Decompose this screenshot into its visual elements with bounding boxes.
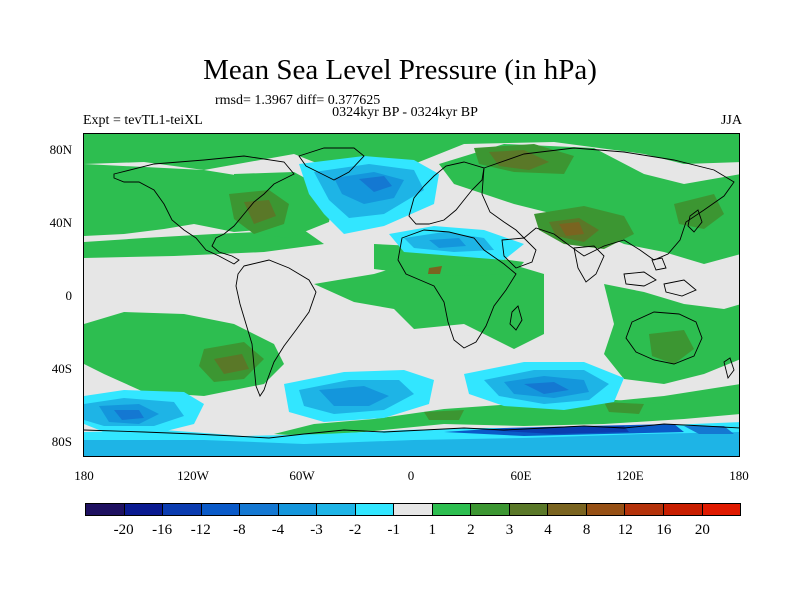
colorbar-label: 2 <box>467 522 475 538</box>
lat-label-40n: 40N <box>49 215 72 230</box>
chart-title: Mean Sea Level Pressure (in hPa) <box>203 54 597 86</box>
colorbar-cell <box>355 504 395 515</box>
colorbar-label: -1 <box>387 522 400 538</box>
colorbar-label: 12 <box>617 522 633 538</box>
colorbar-label: 3 <box>505 522 514 538</box>
colorbar-cell <box>278 504 318 515</box>
colorbar-cell <box>586 504 626 515</box>
map-svg <box>84 134 739 456</box>
colorbar-label: -8 <box>233 522 246 538</box>
pressure-map <box>83 133 740 457</box>
lat-label-0: 0 <box>65 288 73 303</box>
lat-label-80n: 80N <box>49 142 72 157</box>
lon-label-60w: 60W <box>289 468 315 483</box>
colorbar-label: -20 <box>113 522 134 538</box>
experiment-label: Expt = tevTL1-teiXL <box>83 113 203 128</box>
colorbar-cell <box>663 504 703 515</box>
lon-label-120e: 120E <box>616 468 644 483</box>
stats-text: rmsd= 1.3967 diff= 0.377625 <box>215 93 381 108</box>
colorbar-label: -2 <box>348 522 362 538</box>
colorbar-label: -3 <box>310 522 323 538</box>
colorbar-cell <box>317 504 356 515</box>
colorbar-label: -12 <box>190 522 211 538</box>
peak-positive-regions <box>428 222 584 274</box>
lat-label-40s: 40S <box>51 361 72 376</box>
lat-label-80s: 80S <box>51 434 72 449</box>
lon-label-60e: 60E <box>510 468 532 483</box>
colorbar-label: 1 <box>428 522 437 538</box>
colorbar-label: 20 <box>694 522 710 538</box>
lon-label-180w: 180 <box>74 468 94 483</box>
colorbar-label: -16 <box>152 522 173 538</box>
colorbar-cell <box>394 504 433 515</box>
colorbar-label: 4 <box>544 522 552 538</box>
lon-label-180e: 180 <box>729 468 749 483</box>
negative-anomaly-regions <box>84 156 739 456</box>
colorbar-cell <box>702 504 741 515</box>
lon-label-120w: 120W <box>177 468 209 483</box>
lon-label-0: 0 <box>407 468 415 483</box>
colorbar-cell <box>509 504 549 515</box>
colorbar <box>85 503 741 516</box>
colorbar-cell <box>163 504 202 515</box>
colorbar-cell <box>471 504 510 515</box>
period-text: 0324kyr BP - 0324kyr BP <box>332 105 478 120</box>
colorbar-cell <box>625 504 664 515</box>
colorbar-cell <box>86 504 125 515</box>
colorbar-cell <box>240 504 279 515</box>
season-label: JJA <box>720 113 742 128</box>
colorbar-cell <box>432 504 472 515</box>
colorbar-label: -4 <box>271 522 285 538</box>
colorbar-label: 16 <box>656 522 672 538</box>
colorbar-label: 8 <box>582 522 591 538</box>
colorbar-cell <box>201 504 241 515</box>
colorbar-cell <box>548 504 587 515</box>
colorbar-cell <box>124 504 164 515</box>
coastlines <box>84 147 739 439</box>
